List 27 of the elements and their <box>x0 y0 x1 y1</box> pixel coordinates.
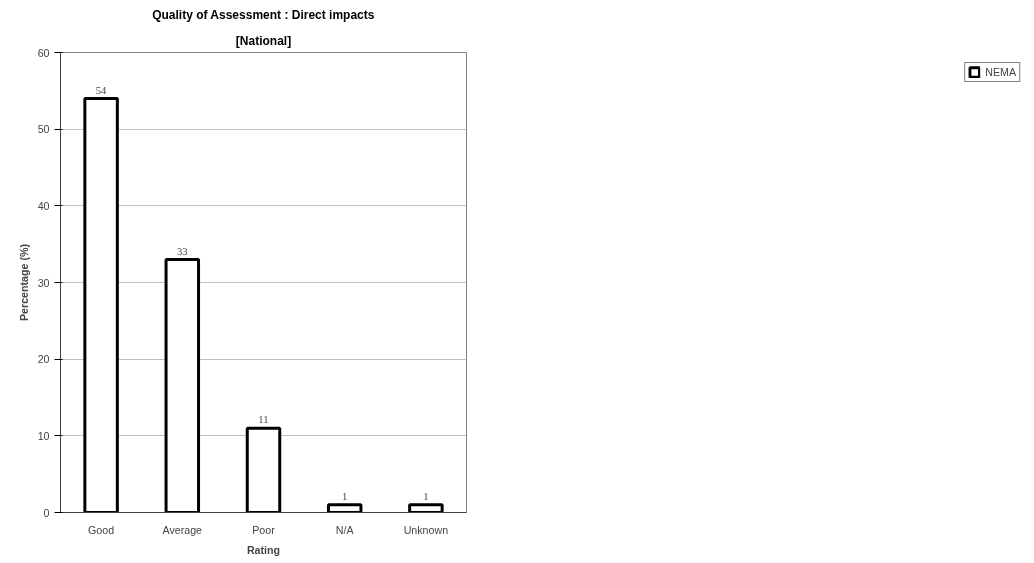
bar <box>164 258 201 513</box>
y-tick-label: 40 <box>37 199 50 212</box>
x-tick-label: N/A <box>335 523 355 536</box>
chart-title: Quality of Assessment : Direct impacts <box>152 7 375 22</box>
bar <box>245 426 282 513</box>
chart-subtitle: [National] <box>235 33 292 48</box>
bar <box>83 97 119 513</box>
y-tick-label: 20 <box>37 353 50 366</box>
data-label: 11 <box>258 414 269 426</box>
data-label: 1 <box>342 490 348 502</box>
y-axis-title: Percentage (%) <box>17 243 30 321</box>
x-tick-label: Poor <box>252 523 276 536</box>
legend-label: NEMA <box>985 66 1016 78</box>
bar <box>326 503 363 513</box>
y-tick-label: 0 <box>43 506 50 519</box>
x-axis-title: Rating <box>246 543 281 556</box>
y-tick-label: 60 <box>37 46 50 59</box>
bar <box>408 503 444 513</box>
x-tick-label: Average <box>162 523 203 536</box>
data-label: 33 <box>176 245 188 257</box>
data-label: 1 <box>423 490 429 502</box>
x-tick-label: Unknown <box>403 523 449 536</box>
y-tick-label: 10 <box>37 429 50 442</box>
y-tick-label: 50 <box>37 123 50 136</box>
data-label: 54 <box>95 84 108 96</box>
y-tick-label: 30 <box>37 276 50 289</box>
x-tick-label: Good <box>88 523 115 536</box>
